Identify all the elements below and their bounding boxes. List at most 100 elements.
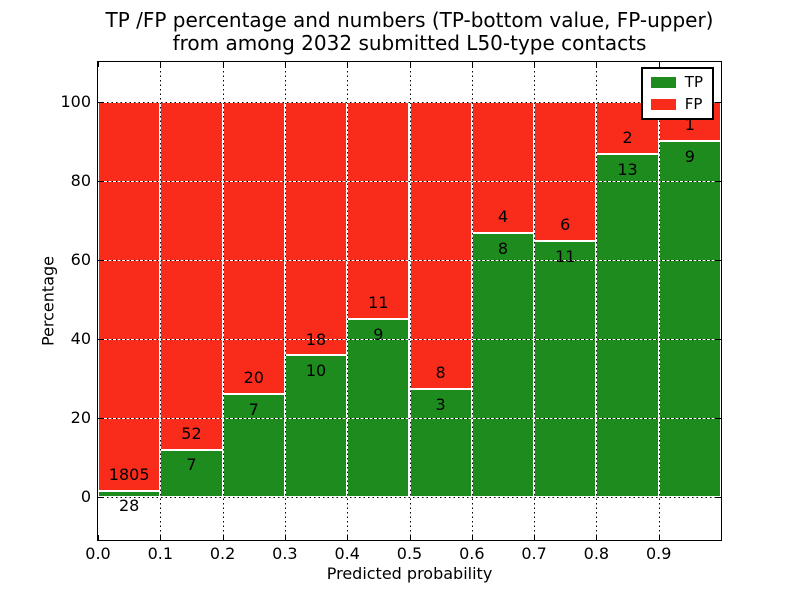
x-tick-label: 0.6 <box>459 544 485 563</box>
bar-fp-segment <box>98 101 161 491</box>
chart-title: TP /FP percentage and numbers (TP-bottom… <box>98 9 721 55</box>
x-tick-label: 0.9 <box>645 544 672 563</box>
y-tick-mark-right <box>716 180 721 182</box>
y-tick-label: 60 <box>70 249 91 269</box>
vertical-gridline <box>347 62 349 540</box>
fp-count-label: 4 <box>497 207 509 227</box>
bar-tp-segment <box>222 394 285 497</box>
bar-fp-segment <box>409 101 472 389</box>
y-tick-mark-right <box>716 338 721 340</box>
vertical-gridline <box>222 62 224 540</box>
chart-title-line2: from among 2032 submitted L50-type conta… <box>172 31 647 55</box>
tp-count-label: 13 <box>617 159 638 179</box>
bar-tp-segment <box>347 318 410 497</box>
fp-legend-label: FP <box>684 95 703 113</box>
x-tick-mark <box>98 535 99 540</box>
y-tick-labels: 0 20 40 60 80 100 <box>0 62 91 540</box>
bar-fp-segment <box>534 101 597 241</box>
plot-area: 1805 28 52 7 20 7 18 10 11 9 8 3 4 8 6 11 2 13 1 9 TP FP <box>97 61 722 541</box>
x-tick-label: 0.3 <box>272 544 298 563</box>
y-tick-mark-right <box>716 496 721 498</box>
fp-count-label: 1 <box>684 115 695 135</box>
tp-count-label: 7 <box>248 399 259 419</box>
fp-count-label: 6 <box>560 215 571 235</box>
tp-count-label: 10 <box>305 361 327 381</box>
x-tick-mark-top <box>98 62 99 67</box>
chart-title-line1: TP /FP percentage and numbers (TP-bottom… <box>105 8 714 32</box>
vertical-gridline <box>160 62 162 540</box>
x-tick-label: 0.0 <box>85 544 111 563</box>
x-tick-mark-top <box>160 62 162 67</box>
bar-fp-segment <box>160 101 223 450</box>
fp-count-label: 52 <box>181 423 202 443</box>
horizontal-gridline <box>98 259 721 261</box>
y-tick-label: 100 <box>60 91 91 111</box>
fp-count-label: 20 <box>243 368 264 388</box>
tp-count-label: 8 <box>497 238 509 258</box>
x-tick-mark <box>222 535 224 540</box>
x-tick-mark <box>409 535 411 540</box>
tp-count-label: 7 <box>186 455 197 475</box>
fp-count-label: 11 <box>368 292 389 312</box>
y-tick-mark <box>98 180 103 182</box>
y-tick-mark <box>98 101 103 103</box>
bars-layer <box>98 62 721 540</box>
y-tick-mark-right <box>716 101 721 103</box>
tp-legend-swatch <box>650 77 676 88</box>
tp-count-label: 3 <box>435 394 446 414</box>
bar-fp-segment <box>284 101 348 356</box>
x-tick-label: 0.4 <box>334 544 360 563</box>
y-tick-mark <box>98 417 103 419</box>
x-tick-label: 0.5 <box>396 544 423 563</box>
legend-item-fp: FP <box>650 95 703 113</box>
tick-marks-layer <box>98 62 721 540</box>
x-tick-label: 0.7 <box>521 544 547 563</box>
y-tick-mark <box>98 338 103 340</box>
x-tick-mark <box>284 535 286 540</box>
bar-tp-segment <box>658 141 721 497</box>
horizontal-gridline <box>98 496 721 498</box>
bar-tp-segment <box>596 154 659 497</box>
x-tick-mark-top <box>534 62 536 67</box>
tp-count-label: 9 <box>684 146 695 166</box>
x-axis-label: Predicted probability <box>326 564 493 583</box>
horizontal-gridline <box>98 101 721 103</box>
x-tick-label: 0.1 <box>147 544 174 563</box>
legend: TP FP <box>640 67 714 120</box>
y-tick-mark-right <box>716 417 721 419</box>
y-tick-label: 80 <box>70 170 91 190</box>
x-tick-mark <box>471 535 473 540</box>
tp-count-label: 28 <box>118 496 140 516</box>
x-tick-mark-top <box>658 62 660 67</box>
x-tick-mark <box>534 535 536 540</box>
bar-fp-segment <box>347 101 410 319</box>
vertical-gridline <box>534 62 536 540</box>
x-tick-label: 0.2 <box>209 544 236 563</box>
horizontal-gridline <box>98 180 721 182</box>
tp-count-label: 9 <box>373 324 384 344</box>
x-tick-mark-top <box>222 62 224 67</box>
y-tick-mark <box>98 496 103 498</box>
fp-count-label: 18 <box>305 329 327 349</box>
x-tick-mark <box>160 535 162 540</box>
fp-count-label: 8 <box>435 363 446 382</box>
bar-tp-segment <box>534 240 597 497</box>
y-tick-mark-right <box>716 259 721 261</box>
bar-labels-layer: 1805 28 52 7 20 7 18 10 11 9 8 3 4 8 6 11 2 13 1 9 <box>98 62 721 540</box>
x-tick-mark <box>596 535 598 540</box>
horizontal-gridline <box>98 338 721 340</box>
legend-item-tp: TP <box>650 73 703 91</box>
horizontal-gridline <box>98 417 721 419</box>
x-tick-mark-top <box>471 62 473 67</box>
vertical-gridline <box>409 62 411 540</box>
bar-fp-segment <box>471 101 535 234</box>
x-tick-mark-top <box>596 62 598 67</box>
x-tick-mark <box>347 535 349 540</box>
fp-legend-swatch <box>650 99 676 110</box>
fp-count-label: 1805 <box>108 464 150 484</box>
x-tick-labels: 0.0 0.1 0.2 0.3 0.4 0.5 0.6 0.7 0.8 0.9 <box>85 544 721 563</box>
x-tick-mark-top <box>409 62 411 67</box>
tp-legend-label: TP <box>684 73 703 91</box>
vertical-gridline <box>471 62 473 540</box>
